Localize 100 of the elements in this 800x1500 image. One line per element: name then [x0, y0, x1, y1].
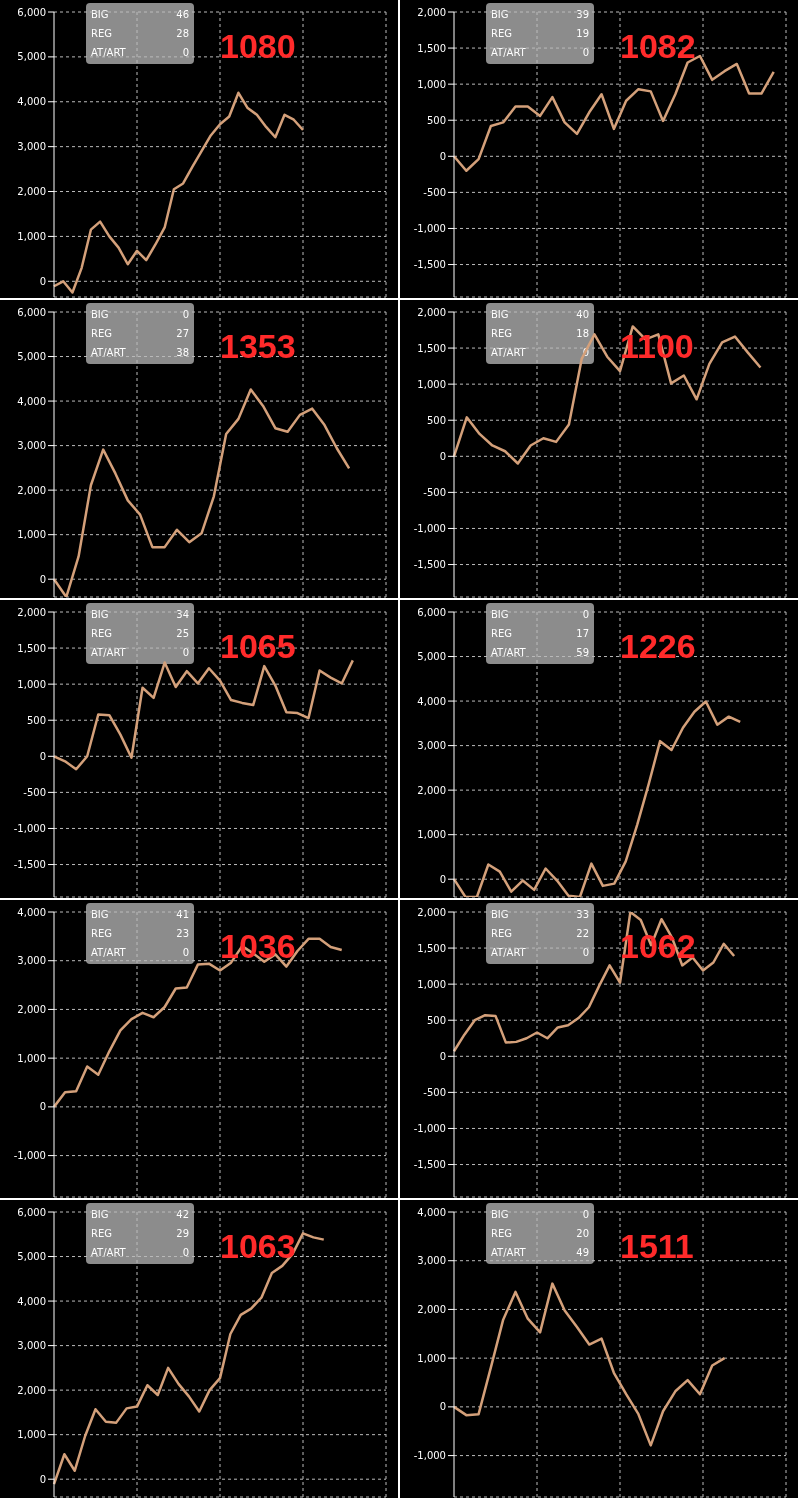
y-tick-label: 2,000 [417, 6, 446, 18]
y-tick-label: 3,000 [17, 141, 46, 153]
annotation: 49 [576, 1246, 589, 1260]
y-tick-label: 4,000 [17, 1295, 46, 1307]
text: 1226 [620, 627, 696, 665]
annotation: 19 [576, 27, 589, 41]
y-tick-label: 1,500 [417, 342, 446, 354]
y-tick-label: 1,000 [17, 678, 46, 690]
annotation: 22 [576, 927, 589, 941]
y-tick-label: 2,000 [417, 906, 446, 918]
annotation: AT/ART [491, 946, 526, 960]
y-tick-label: 1,000 [17, 230, 46, 242]
annotation: 0 [182, 308, 189, 322]
annotation: 0 [182, 646, 189, 660]
y-tick-label: 2,000 [417, 1303, 446, 1315]
annotation: AT/ART [491, 646, 526, 660]
annotation: 23 [176, 927, 189, 941]
y-tick-label: -1,000 [413, 1450, 446, 1462]
y-tick-label: 1,500 [17, 642, 46, 654]
annotation: AT/ART [91, 1246, 126, 1260]
annotation: BIG [91, 608, 109, 622]
line-series [452, 325, 762, 465]
y-tick-label: 6,000 [17, 306, 46, 318]
annotation: AT/ART [91, 646, 126, 660]
y-tick-label: 0 [439, 873, 446, 885]
annotation: BIG [491, 8, 509, 22]
annotation: 27 [176, 327, 189, 341]
annotation: BIG [491, 608, 509, 622]
annotation: 0 [582, 1208, 589, 1222]
annotation: 0 [582, 608, 589, 622]
y-tick-label: 5,000 [417, 651, 446, 663]
annotation: REG [91, 927, 113, 941]
annotation: AT/ART [491, 346, 526, 360]
annotation: REG [491, 627, 513, 641]
y-tick-label: 2,000 [17, 1003, 46, 1015]
text: 1353 [220, 327, 296, 365]
y-tick-label: 5,000 [17, 51, 46, 63]
annotation: BIG [91, 8, 109, 22]
annotation: REG [91, 27, 113, 41]
y-tick-label: 0 [39, 1101, 46, 1113]
annotation: REG [491, 327, 513, 341]
y-tick-label: 5,000 [17, 1251, 46, 1263]
y-tick-label: 1,000 [417, 78, 446, 90]
y-tick-label: -500 [423, 186, 446, 198]
annotation: BIG [91, 308, 109, 322]
annotation: BIG [491, 1208, 509, 1222]
y-tick-label: 5,000 [17, 351, 46, 363]
y-tick-label: 0 [439, 150, 446, 162]
y-tick-label: -1,000 [13, 1150, 46, 1162]
y-tick-label: 6,000 [17, 1206, 46, 1218]
y-tick-label: 1,500 [417, 942, 446, 954]
y-tick-label: 1,000 [417, 378, 446, 390]
annotation: 0 [182, 1246, 189, 1260]
text: 1063 [220, 1227, 296, 1265]
y-tick-label: 0 [39, 1473, 46, 1485]
annotation: 41 [176, 908, 189, 922]
y-tick-label: 0 [39, 750, 46, 762]
y-tick-label: 4,000 [417, 695, 446, 707]
y-tick-label: 2,000 [17, 1384, 46, 1396]
chart-title: 1065 [220, 627, 296, 665]
chart-title: 1082 [620, 27, 696, 65]
y-tick-label: 500 [426, 1014, 446, 1026]
y-tick-label: 1,000 [417, 1352, 446, 1364]
annotation: 20 [576, 1227, 589, 1241]
y-tick-label: 3,000 [17, 955, 46, 967]
annotation: 0 [582, 46, 589, 60]
line-series [452, 1282, 726, 1447]
annotation: REG [491, 1227, 513, 1241]
annotation: REG [91, 1227, 113, 1241]
line-series [52, 937, 343, 1109]
chart-title: 1511 [620, 1227, 694, 1265]
annotation: 59 [576, 646, 589, 660]
y-tick-label: 6,000 [417, 606, 446, 618]
y-tick-label: 0 [39, 275, 46, 287]
annotation: AT/ART [91, 946, 126, 960]
y-tick-label: -1,500 [413, 1159, 446, 1171]
y-tick-label: 2,000 [17, 606, 46, 618]
y-tick-label: 6,000 [17, 6, 46, 18]
y-tick-label: 0 [439, 450, 446, 462]
annotation: AT/ART [491, 46, 526, 60]
line-series [52, 659, 355, 771]
line-series [452, 700, 742, 897]
annotation: BIG [491, 308, 509, 322]
y-tick-label: -1,000 [13, 823, 46, 835]
y-tick-label: 4,000 [17, 96, 46, 108]
annotation: REG [491, 927, 513, 941]
y-tick-label: -500 [423, 486, 446, 498]
annotation: 46 [176, 8, 189, 22]
annotation: 42 [176, 1208, 189, 1222]
y-tick-label: 1,000 [17, 1052, 46, 1064]
text: 1080 [220, 27, 296, 65]
y-tick-label: 2,000 [17, 186, 46, 198]
y-tick-label: 500 [426, 414, 446, 426]
y-tick-label: 1,000 [417, 829, 446, 841]
annotation: 28 [176, 27, 189, 41]
y-tick-label: 3,000 [17, 440, 46, 452]
chart-title: 1036 [220, 927, 296, 965]
annotation: 0 [182, 46, 189, 60]
annotation: 38 [176, 346, 189, 360]
y-tick-label: 0 [39, 573, 46, 585]
